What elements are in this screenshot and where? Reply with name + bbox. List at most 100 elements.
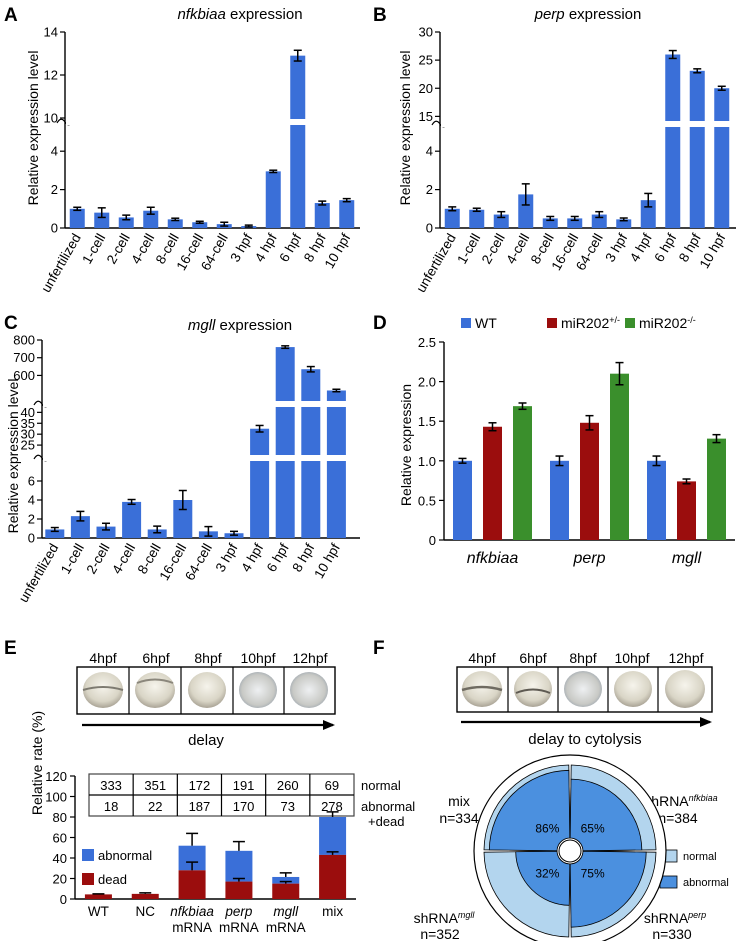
bar (167, 219, 183, 228)
x-tick-label: NC (136, 904, 156, 919)
pie-percent-label: 75% (581, 867, 605, 881)
bar-dead (84, 894, 112, 899)
x-tick-label-line2: mRNA (172, 920, 212, 935)
count-table-abnormal-value: 18 (104, 799, 118, 814)
y-tick-label: 700 (13, 350, 35, 365)
chart-b-title-rest: expression (565, 6, 642, 23)
pie-wedge-abnormal (569, 850, 647, 928)
stage-e-time-0: 4hpf (89, 650, 116, 666)
x-tick-label: 3 hpf (602, 231, 630, 265)
y-tick-label: 40 (21, 405, 35, 420)
chart-d-ylabel: Relative expression (398, 384, 414, 506)
x-tick-label: perp (572, 550, 605, 567)
bar (250, 428, 270, 538)
y-tick-label: 800 (13, 333, 35, 348)
x-tick-label: 3 hpf (213, 541, 241, 575)
x-tick-label: 6 hpf (651, 231, 679, 265)
x-tick-label: 4-cell (109, 541, 138, 576)
stage-f-frame (456, 666, 713, 713)
chart-a-title-rest: expression (226, 6, 303, 23)
y-tick-label: 1.5 (418, 414, 436, 429)
chart-b: 0 2 4 15 20 25 30 unfertilized1-cell2-cell4-cel… (413, 25, 737, 295)
x-tick-label-line2: mRNA (219, 920, 259, 935)
bar-abnormal (225, 850, 253, 882)
panel-label-d: D (373, 313, 387, 334)
legend-label-ko: miR202-/- (639, 315, 696, 331)
y-tick-label: 12 (44, 68, 58, 83)
count-table-normal-value: 191 (233, 778, 255, 793)
x-tick-label: 2-cell (104, 231, 133, 266)
y-tick-label: 25 (419, 53, 433, 68)
y-tick-label: 0 (429, 533, 436, 548)
bar (290, 55, 306, 229)
bar (339, 200, 355, 228)
count-table-abnormal-label: abnormal (361, 799, 415, 814)
bar (444, 208, 460, 228)
x-tick-label: 4-cell (128, 231, 157, 266)
chart-a: 024101214unfertilized1-cell2-cell4-cell8… (38, 25, 361, 295)
group-label-mix: mix (448, 793, 470, 809)
embryo-image (239, 672, 277, 708)
bar (147, 529, 167, 538)
bar (96, 526, 116, 538)
stage-strip-f: 4hpf 6hpf 8hpf 10hpf 12hpf delay to cyto… (456, 650, 713, 748)
bar-dead (225, 881, 253, 899)
bar (453, 460, 472, 540)
bar-dead (131, 893, 159, 899)
x-tick-label-line2: mRNA (266, 920, 306, 935)
y-tick-label: 0 (426, 221, 433, 236)
bar-dead (178, 870, 206, 899)
legend-swatch-wt (461, 318, 471, 328)
stage-f-time-2: 8hpf (569, 650, 596, 666)
group-n-mgll: n=352 (420, 926, 460, 941)
legend-label-wt: WT (475, 315, 497, 331)
x-tick-label: 6 hpf (264, 541, 292, 575)
bar (665, 54, 681, 228)
y-tick-label: 6 (28, 474, 35, 489)
x-tick-label: 3 hpf (227, 231, 255, 265)
y-tick-label: 40 (53, 851, 67, 866)
y-tick-label: 0 (51, 221, 58, 236)
group-n-perp: n=330 (652, 926, 692, 941)
bar-dead (319, 854, 347, 899)
x-tick-label: 4 hpf (252, 231, 280, 265)
x-tick-label: unfertilized (38, 231, 84, 295)
y-tick-label: 0 (60, 892, 67, 907)
chart-e-legend: abnormal dead (82, 848, 152, 887)
x-tick-label: 10 hpf (322, 231, 354, 271)
stage-strip-e: 4hpf 6hpf 8hpf 10hpf 12hpf delay (76, 650, 336, 749)
embryo-image (135, 672, 175, 708)
y-tick-label: 30 (21, 427, 35, 442)
bar (567, 218, 583, 228)
x-tick-label: 6 hpf (276, 231, 304, 265)
count-table-abnormal-value: 187 (189, 799, 211, 814)
x-tick-label: 4 hpf (238, 541, 266, 575)
legend-label-normal: normal (683, 851, 717, 863)
chart-a-title-gene: nfkbiaa (177, 6, 225, 23)
count-table-normal-value: 351 (144, 778, 166, 793)
pie-wedge-abnormal (569, 778, 643, 852)
bar (647, 460, 666, 540)
count-table-abnormal-value: 73 (281, 799, 295, 814)
delay-arrow-label: delay (188, 732, 224, 749)
bar (513, 406, 532, 540)
y-tick-label: 100 (45, 790, 67, 805)
bar (118, 217, 134, 228)
x-tick-label: 4 hpf (627, 231, 655, 265)
embryo-image (461, 671, 503, 707)
x-tick-label: mix (322, 904, 343, 919)
pie-wedge-abnormal (515, 850, 571, 906)
chart-c-ylabel: Relative expression level (5, 379, 21, 534)
chart-d: 0 0.5 1.0 1.5 2.0 2.5 nfkbiaa perp mgll (418, 335, 735, 567)
stage-f-time-0: 4hpf (468, 650, 495, 666)
legend-swatch-het (547, 318, 557, 328)
embryo-image (614, 671, 652, 707)
y-tick-label: 20 (419, 81, 433, 96)
chart-d-legend: WT miR202+/- miR202-/- (461, 315, 696, 331)
bar (122, 501, 142, 538)
x-tick-label: 1-cell (454, 231, 483, 266)
x-tick-label: nfkbiaa (170, 904, 214, 919)
bar-abnormal (319, 817, 347, 855)
